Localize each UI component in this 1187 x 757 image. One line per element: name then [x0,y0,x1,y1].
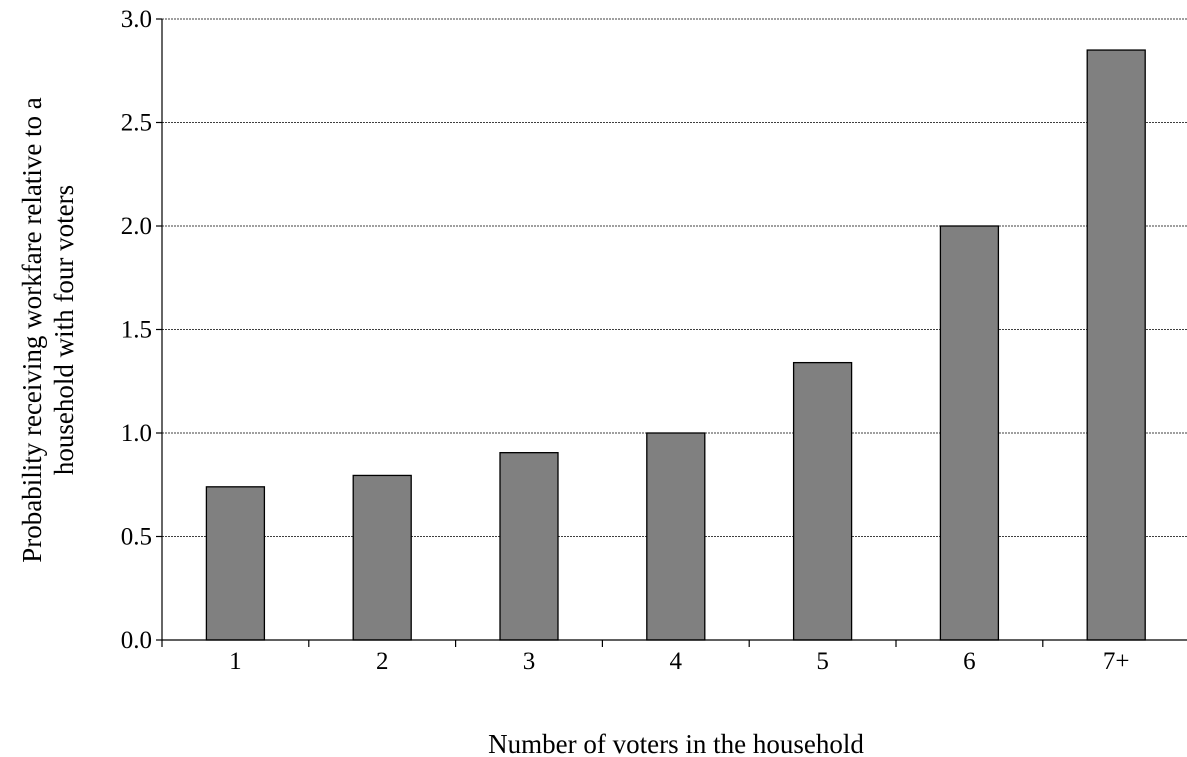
x-tick-label: 7+ [1103,648,1130,675]
x-tick-label: 3 [523,648,536,675]
bars [205,49,1146,641]
y-tick-label: 0.5 [121,524,152,551]
gridlines [162,18,1187,537]
bar-1 [205,486,266,641]
y-axis-title-line-1: Probability receiving workfare relative … [17,97,47,563]
y-tick-label: 0.0 [121,627,152,654]
bar-6 [939,225,1000,641]
y-axis-title-line-2: household with four voters [49,185,79,475]
bar-4 [646,432,706,641]
x-ticks: 1 2 3 4 5 6 7+ [161,640,1130,675]
x-tick-label: 1 [229,648,242,675]
x-tick-label: 4 [670,648,683,675]
y-tick-label: 1.5 [121,317,152,344]
x-tick-label: 6 [963,648,976,675]
y-tick-label: 1.0 [121,420,152,447]
y-tick-label: 3.0 [121,6,152,33]
y-axis-title: Probability receiving workfare relative … [17,97,79,563]
y-tick-label: 2.0 [121,213,152,240]
bar-7plus [1086,49,1146,641]
y-tick-label: 2.5 [121,110,152,137]
x-tick-label: 2 [376,648,389,675]
x-axis-title: Number of voters in the household [488,729,864,757]
x-tick-label: 5 [816,648,829,675]
bar-5 [792,361,853,641]
y-ticks: 0.0 0.5 1.0 1.5 2.0 2.5 3.0 [121,6,162,654]
bar-2 [352,474,412,641]
bar-3 [499,452,559,641]
